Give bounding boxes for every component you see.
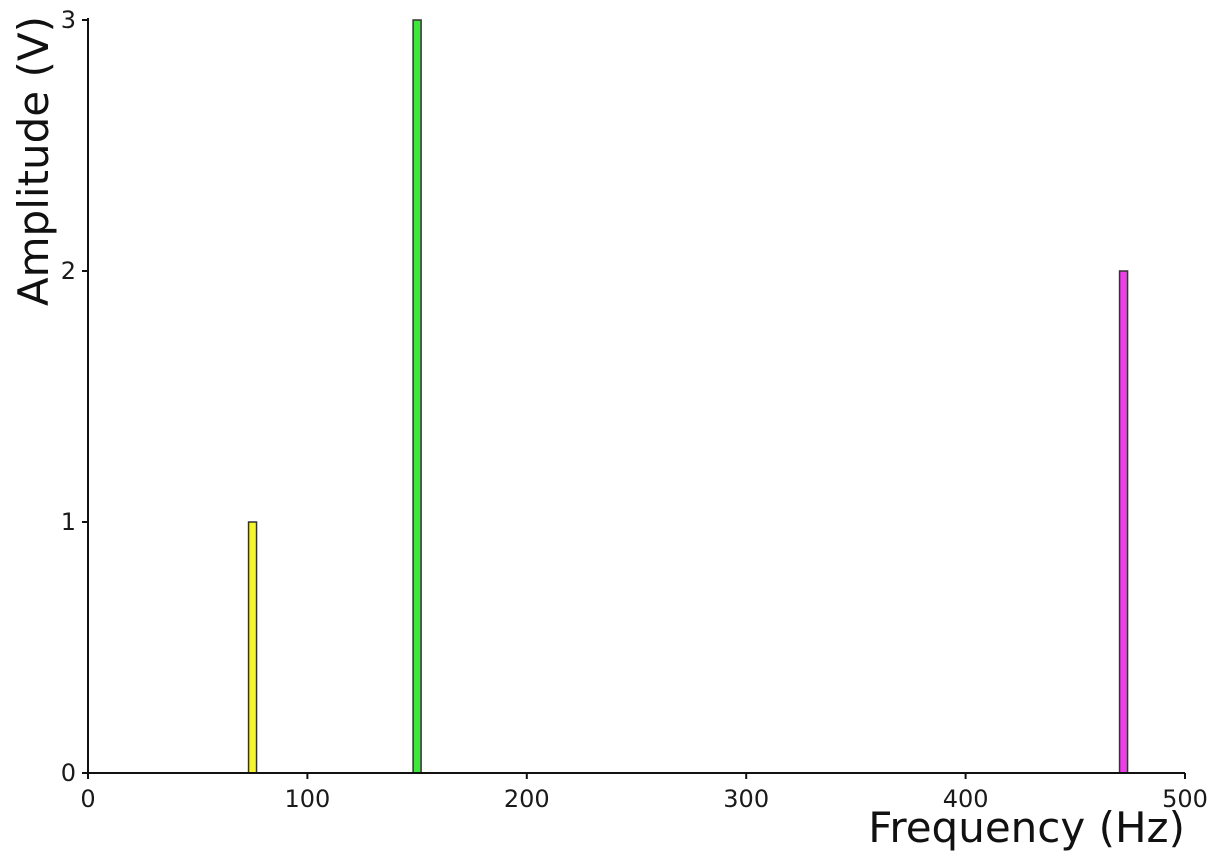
y-axis-ticks: 0 1 2 3 — [61, 6, 88, 787]
y-tick-label: 1 — [61, 508, 76, 536]
bar-2 — [412, 19, 422, 774]
x-tick-label: 0 — [80, 785, 95, 813]
x-axis-ticks: 0 100 200 300 400 500 — [80, 773, 1208, 813]
x-tick-label: 200 — [504, 785, 550, 813]
y-tick-label: 0 — [61, 759, 76, 787]
x-tick-label: 500 — [1162, 785, 1208, 813]
y-tick-label: 2 — [61, 257, 76, 285]
x-axis-title: Frequency (Hz) — [868, 803, 1185, 852]
y-tick-label: 3 — [61, 6, 76, 34]
x-tick-label: 100 — [284, 785, 330, 813]
bar-1 — [247, 521, 258, 774]
y-axis-title: Amplitude (V) — [9, 16, 58, 306]
bar-3 — [1118, 270, 1129, 774]
x-tick-label: 400 — [943, 785, 989, 813]
bars — [247, 19, 1129, 774]
x-tick-label: 300 — [723, 785, 769, 813]
